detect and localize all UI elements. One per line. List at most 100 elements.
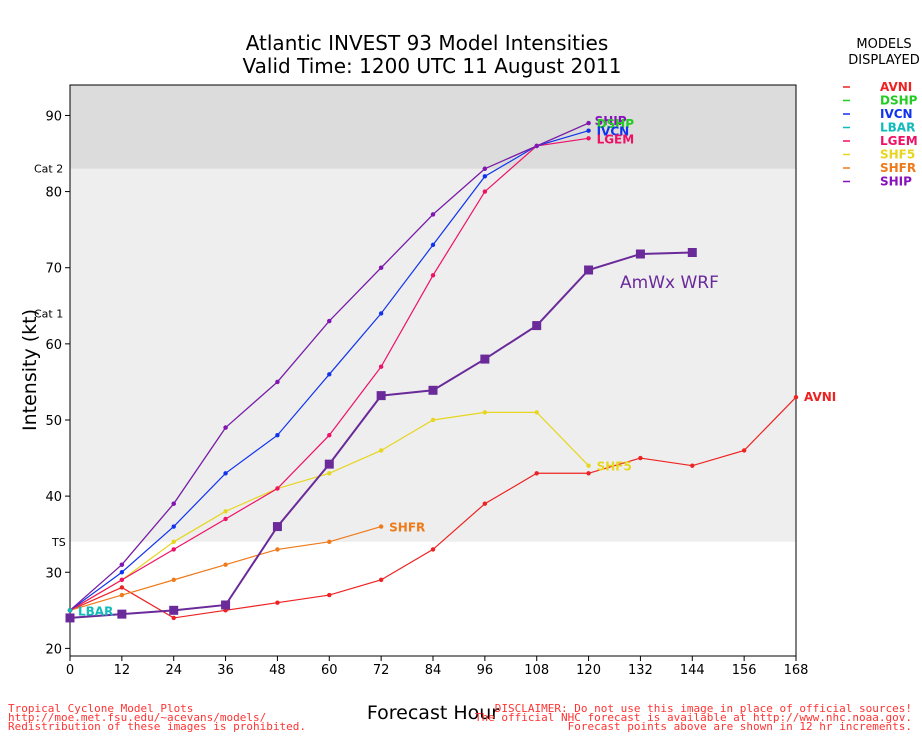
data-point <box>586 471 591 476</box>
data-point <box>586 463 591 468</box>
data-point <box>532 321 542 331</box>
data-point <box>275 547 280 552</box>
chart-title-line2: Valid Time: 1200 UTC 11 August 2011 <box>243 54 622 78</box>
intensity-category-bands <box>70 85 796 542</box>
data-point <box>171 524 176 529</box>
data-point <box>327 372 332 377</box>
data-point <box>324 459 334 469</box>
x-tick-label: 0 <box>66 663 74 678</box>
data-point <box>327 433 332 438</box>
data-point <box>534 471 539 476</box>
data-point <box>119 585 125 590</box>
legend-item-ivcn: IVCN <box>880 107 913 121</box>
data-point <box>428 385 438 395</box>
data-point <box>223 562 228 567</box>
data-point <box>169 605 179 615</box>
data-point <box>223 425 228 430</box>
data-point <box>584 265 594 275</box>
x-tick-label: 144 <box>680 663 705 678</box>
data-point <box>430 273 436 278</box>
x-tick-label: 48 <box>269 663 286 678</box>
data-point <box>275 433 280 438</box>
data-point <box>586 128 591 133</box>
data-point <box>430 212 436 217</box>
data-point <box>223 509 228 514</box>
x-tick-label: 36 <box>217 663 234 678</box>
y-tick-label: 40 <box>45 490 62 505</box>
data-point <box>480 354 490 364</box>
legend-item-shf5: SHF5 <box>880 148 915 162</box>
end-label-lgem: LGEM <box>597 132 635 146</box>
band-ts <box>70 313 796 542</box>
data-point <box>327 318 332 324</box>
data-point <box>275 486 280 491</box>
data-point <box>430 547 436 552</box>
data-point <box>272 522 282 532</box>
y-tick-label: 30 <box>45 566 62 581</box>
y-tick-label: 90 <box>45 109 62 124</box>
data-point <box>378 448 384 453</box>
end-label-avni: AVNI <box>804 390 836 404</box>
legend-item-lbar: LBAR <box>880 121 915 135</box>
data-point <box>119 570 125 575</box>
end-label-shfr: SHFR <box>389 521 425 535</box>
series-amwx-wrf <box>65 247 697 623</box>
footer-right: DISCLAIMER: Do not use this image in pla… <box>475 702 912 733</box>
data-point <box>635 249 645 259</box>
data-point <box>482 174 488 179</box>
data-point <box>687 247 697 257</box>
band-cat1 <box>70 168 796 314</box>
x-tick-label: 84 <box>425 663 442 678</box>
data-point <box>223 516 228 522</box>
data-point <box>171 615 176 621</box>
data-point <box>171 547 176 552</box>
y-tick-label: 60 <box>45 338 62 353</box>
data-point <box>378 265 384 270</box>
data-point <box>378 577 384 583</box>
legend-item-dshp: DSHP <box>880 94 918 108</box>
x-tick-label: 72 <box>373 663 390 678</box>
amwx-wrf-annotation: AmWx WRF <box>620 273 719 293</box>
end-label-ship: SHIP <box>595 114 627 128</box>
data-point <box>119 562 125 567</box>
data-point <box>430 242 436 248</box>
data-point <box>482 189 488 194</box>
data-point <box>171 577 176 583</box>
data-point <box>638 455 643 461</box>
data-point <box>275 379 280 385</box>
legend-item-lgem: LGEM <box>880 134 918 148</box>
end-label-lbar: LBAR <box>78 604 113 618</box>
end-label-shf5: SHF5 <box>597 460 632 474</box>
data-point <box>171 501 176 506</box>
chart-title-line1: Atlantic INVEST 93 Model Intensities <box>246 31 609 55</box>
y-tick-label: 70 <box>45 262 62 277</box>
category-label: TS <box>51 536 66 549</box>
footer-right-line1: DISCLAIMER: Do not use this image in pla… <box>495 702 912 715</box>
category-label: Cat 1 <box>34 307 63 320</box>
category-label: Cat 2 <box>34 163 63 176</box>
data-point <box>275 600 280 605</box>
footer-right-line3: Forecast points above are shown in 12 hr… <box>568 720 912 733</box>
data-point <box>327 471 332 476</box>
data-point <box>586 136 591 141</box>
data-point <box>482 166 488 171</box>
x-tick-label: 60 <box>321 663 338 678</box>
data-point <box>223 471 228 476</box>
footer-left: Tropical Cyclone Model Plots http://moe.… <box>8 702 306 733</box>
data-point <box>690 463 695 468</box>
data-point <box>534 143 539 149</box>
end-label-dshp: DSHP <box>597 117 635 131</box>
data-point <box>119 592 125 598</box>
data-point <box>378 364 384 369</box>
legend-title-line2: DISPLAYED <box>848 53 920 68</box>
data-point <box>117 609 127 619</box>
data-point <box>482 410 488 415</box>
footer-left-line3: Redistribution of these images is prohib… <box>8 720 306 733</box>
data-point <box>378 311 384 316</box>
legend-item-shfr: SHFR <box>880 161 916 175</box>
data-point <box>327 539 332 544</box>
x-tick-label: 120 <box>576 663 601 678</box>
x-tick-label: 12 <box>114 663 131 678</box>
